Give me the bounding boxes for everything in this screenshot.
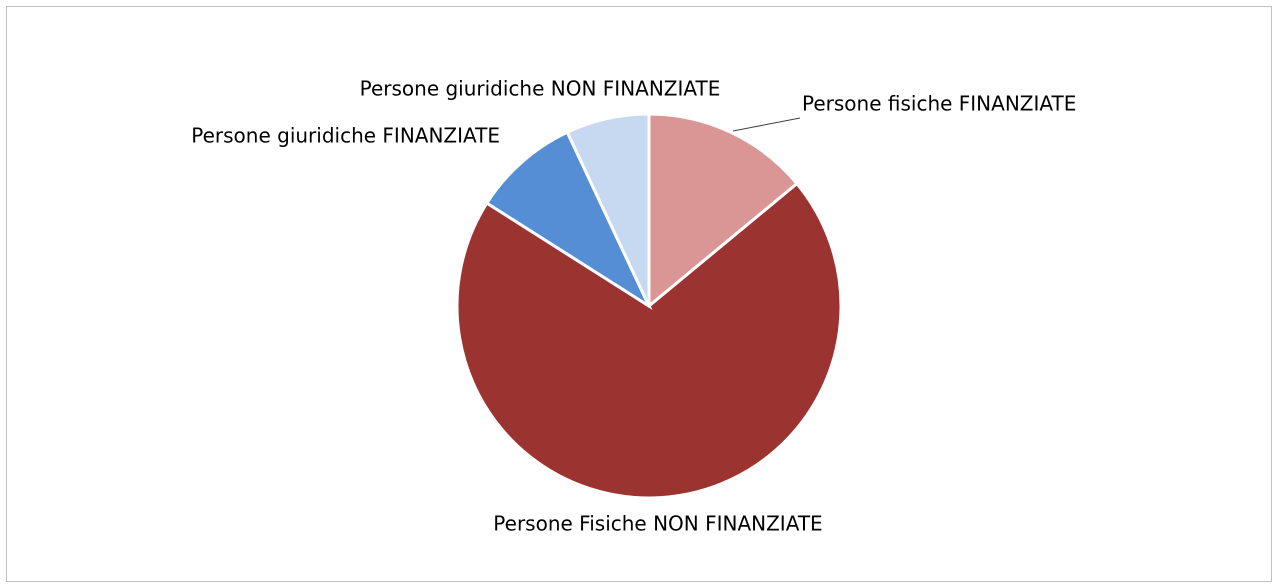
pie-slice xyxy=(455,181,843,500)
pie-slice xyxy=(565,112,651,307)
pie-slice xyxy=(484,130,653,311)
slice-label: Persone fisiche FINANZIATE xyxy=(802,92,1076,116)
leader-line xyxy=(732,117,801,132)
slice-label: Persone giuridiche FINANZIATE xyxy=(191,124,500,148)
pie-slice xyxy=(647,112,800,310)
slice-label: Persone Fisiche NON FINANZIATE xyxy=(493,512,822,536)
slice-label: Persone giuridiche NON FINANZIATE xyxy=(360,77,721,101)
